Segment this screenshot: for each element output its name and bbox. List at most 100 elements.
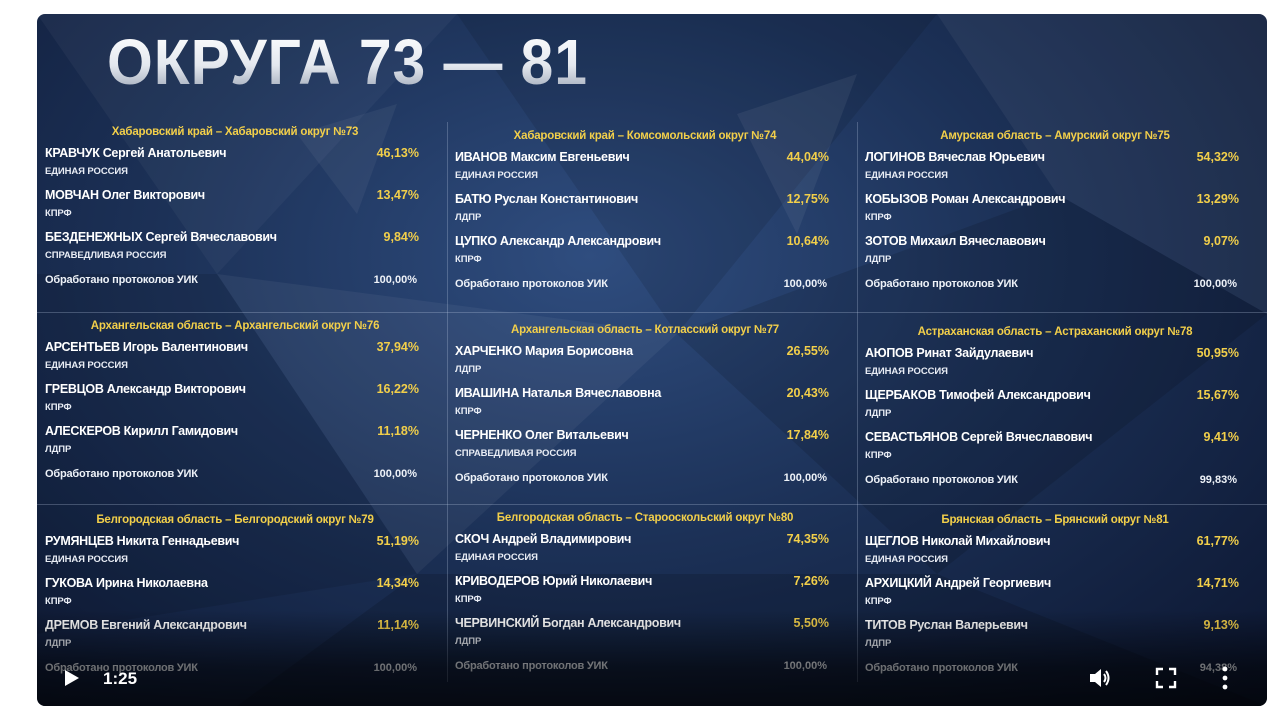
district-header: Хабаровский край – Комсомольский округ №… (513, 130, 777, 142)
candidate-name: ЗОТОВ Михаил Вячеславович (865, 234, 1046, 248)
candidate-party: ЛДПР (865, 408, 892, 419)
district-block: Хабаровский край – Комсомольский округ №… (449, 126, 841, 296)
candidate-row: ГРЕВЦОВ Александр Викторович 16,22% КПРФ (39, 378, 431, 420)
column-divider (857, 122, 858, 682)
processed-row: Обработано протоколов УИК 100,00% (39, 466, 431, 486)
volume-button[interactable] (1087, 665, 1113, 691)
candidate-percent: 26,55% (786, 344, 829, 358)
candidate-row: ЗОТОВ Михаил Вячеславович 9,07% ЛДПР (859, 230, 1251, 272)
background-pattern (37, 14, 1267, 706)
candidate-party: СПРАВЕДЛИВАЯ РОССИЯ (45, 250, 167, 261)
candidate-party: ЕДИНАЯ РОССИЯ (45, 360, 128, 371)
candidate-name: КОБЫЗОВ Роман Александрович (865, 192, 1066, 206)
candidate-percent: 46,13% (376, 146, 419, 160)
processed-label: Обработано протоколов УИК (45, 468, 198, 480)
candidate-percent: 9,84% (383, 230, 419, 244)
candidate-percent: 37,94% (376, 340, 419, 354)
current-time: 1:25 (103, 669, 138, 688)
district-header: Астраханская область – Астраханский окру… (917, 326, 1193, 338)
video-player[interactable]: ОКРУГА 73 — 81 Хабаровский край – Хабаро… (37, 14, 1267, 706)
candidate-row: КОБЫЗОВ Роман Александрович 13,29% КПРФ (859, 188, 1251, 230)
district-block: Астраханская область – Астраханский окру… (859, 322, 1251, 492)
candidate-name: ХАРЧЕНКО Мария Борисовна (455, 344, 633, 358)
processed-row: Обработано протоколов УИК 100,00% (859, 276, 1251, 296)
candidate-name: ЦУПКО Александр Александрович (455, 234, 661, 248)
candidate-name: БЕЗДЕНЕЖНЫХ Сергей Вячеславович (45, 230, 277, 244)
candidate-row: МОВЧАН Олег Викторович 13,47% КПРФ (39, 184, 431, 226)
candidate-percent: 50,95% (1196, 346, 1239, 360)
candidate-party: ЕДИНАЯ РОССИЯ (455, 552, 538, 563)
processed-label: Обработано протоколов УИК (45, 274, 198, 286)
fullscreen-button[interactable] (1155, 667, 1177, 689)
candidate-percent: 9,41% (1203, 430, 1239, 444)
candidate-percent: 20,43% (786, 386, 829, 400)
candidate-percent: 9,07% (1203, 234, 1239, 248)
column-divider (447, 122, 448, 682)
candidate-row: КРИВОДЕРОВ Юрий Николаевич 7,26% КПРФ (449, 570, 841, 612)
processed-value: 100,00% (783, 278, 827, 290)
candidate-name: ИВАНОВ Максим Евгеньевич (455, 150, 630, 164)
district-block: Амурская область – Амурский округ №75 ЛОГ… (859, 126, 1251, 296)
candidate-percent: 15,67% (1196, 388, 1239, 402)
processed-value: 100,00% (1193, 278, 1237, 290)
candidate-percent: 13,29% (1196, 192, 1239, 206)
candidate-name: БАТЮ Руслан Константинович (455, 192, 638, 206)
processed-label: Обработано протоколов УИК (455, 278, 608, 290)
candidate-percent: 54,32% (1196, 150, 1239, 164)
district-header: Брянская область – Брянский округ №81 (941, 514, 1169, 526)
candidate-percent: 61,77% (1196, 534, 1239, 548)
candidate-percent: 11,18% (377, 424, 419, 438)
candidate-percent: 44,04% (786, 150, 829, 164)
candidate-party: КПРФ (455, 254, 482, 265)
candidate-row: БАТЮ Руслан Константинович 12,75% ЛДПР (449, 188, 841, 230)
candidate-name: СКОЧ Андрей Владимирович (455, 532, 632, 546)
candidate-party: ЕДИНАЯ РОССИЯ (45, 554, 128, 565)
district-header: Архангельская область – Архангельский ок… (90, 320, 380, 332)
processed-value: 100,00% (373, 468, 417, 480)
candidate-row: ИВАШИНА Наталья Вячеславовна 20,43% КПРФ (449, 382, 841, 424)
candidate-percent: 12,75% (786, 192, 829, 206)
candidate-name: КРИВОДЕРОВ Юрий Николаевич (455, 574, 653, 588)
processed-value: 100,00% (783, 472, 827, 484)
candidate-name: ГРЕВЦОВ Александр Викторович (45, 382, 246, 396)
controls-gradient (37, 610, 1267, 706)
candidate-row: ЦУПКО Александр Александрович 10,64% КПРФ (449, 230, 841, 272)
candidate-row: СЕВАСТЬЯНОВ Сергей Вячеславович 9,41% КПРФ (859, 426, 1251, 468)
candidate-row: ЧЕРНЕНКО Олег Витальевич 17,84% СПРАВЕДЛИВ… (449, 424, 841, 466)
district-block: Хабаровский край – Хабаровский округ №73… (39, 122, 431, 292)
candidate-name: ЧЕРНЕНКО Олег Витальевич (455, 428, 629, 442)
district-header: Хабаровский край – Хабаровский округ №73 (111, 126, 359, 138)
candidate-party: ЛДПР (455, 364, 482, 375)
fullscreen-icon (1155, 667, 1177, 689)
processed-row: Обработано протоколов УИК 100,00% (39, 272, 431, 292)
candidate-percent: 13,47% (376, 188, 419, 202)
candidate-row: ХАРЧЕНКО Мария Борисовна 26,55% ЛДПР (449, 340, 841, 382)
candidate-name: РУМЯНЦЕВ Никита Геннадьевич (45, 534, 240, 548)
candidate-party: КПРФ (865, 596, 892, 607)
row-divider (37, 312, 1267, 313)
volume-icon (1090, 669, 1110, 687)
candidate-party: ЛДПР (455, 212, 482, 223)
candidate-name: МОВЧАН Олег Викторович (45, 188, 205, 202)
row-divider (37, 504, 1267, 505)
candidate-row: АЛЕСКЕРОВ Кирилл Гамидович 11,18% ЛДПР (39, 420, 431, 462)
processed-label: Обработано протоколов УИК (865, 278, 1018, 290)
candidate-party: ЕДИНАЯ РОССИЯ (865, 554, 948, 565)
candidate-party: КПРФ (45, 596, 72, 607)
candidate-row: АРХИЦКИЙ Андрей Георгиевич 14,71% КПРФ (859, 572, 1251, 614)
candidate-party: КПРФ (865, 212, 892, 223)
candidate-row: АРСЕНТЬЕВ Игорь Валентинович 37,94% ЕДИНАЯ… (39, 336, 431, 378)
candidate-percent: 14,71% (1196, 576, 1239, 590)
play-button[interactable] (61, 668, 81, 688)
candidate-name: КРАВЧУК Сергей Анатольевич (45, 146, 227, 160)
more-options-button[interactable] (1220, 665, 1230, 691)
candidate-name: СЕВАСТЬЯНОВ Сергей Вячеславович (865, 430, 1093, 444)
candidate-party: КПРФ (45, 402, 72, 413)
candidate-party: ЕДИНАЯ РОССИЯ (865, 170, 948, 181)
candidate-row: ИВАНОВ Максим Евгеньевич 44,04% ЕДИНАЯ РОС… (449, 146, 841, 188)
candidate-row: ГУКОВА Ирина Николаевна 14,34% КПРФ (39, 572, 431, 614)
candidate-name: АРХИЦКИЙ Андрей Георгиевич (865, 576, 1052, 590)
play-icon (65, 670, 79, 686)
district-header: Архангельская область – Котласский округ… (510, 324, 780, 336)
candidate-percent: 74,35% (786, 532, 829, 546)
